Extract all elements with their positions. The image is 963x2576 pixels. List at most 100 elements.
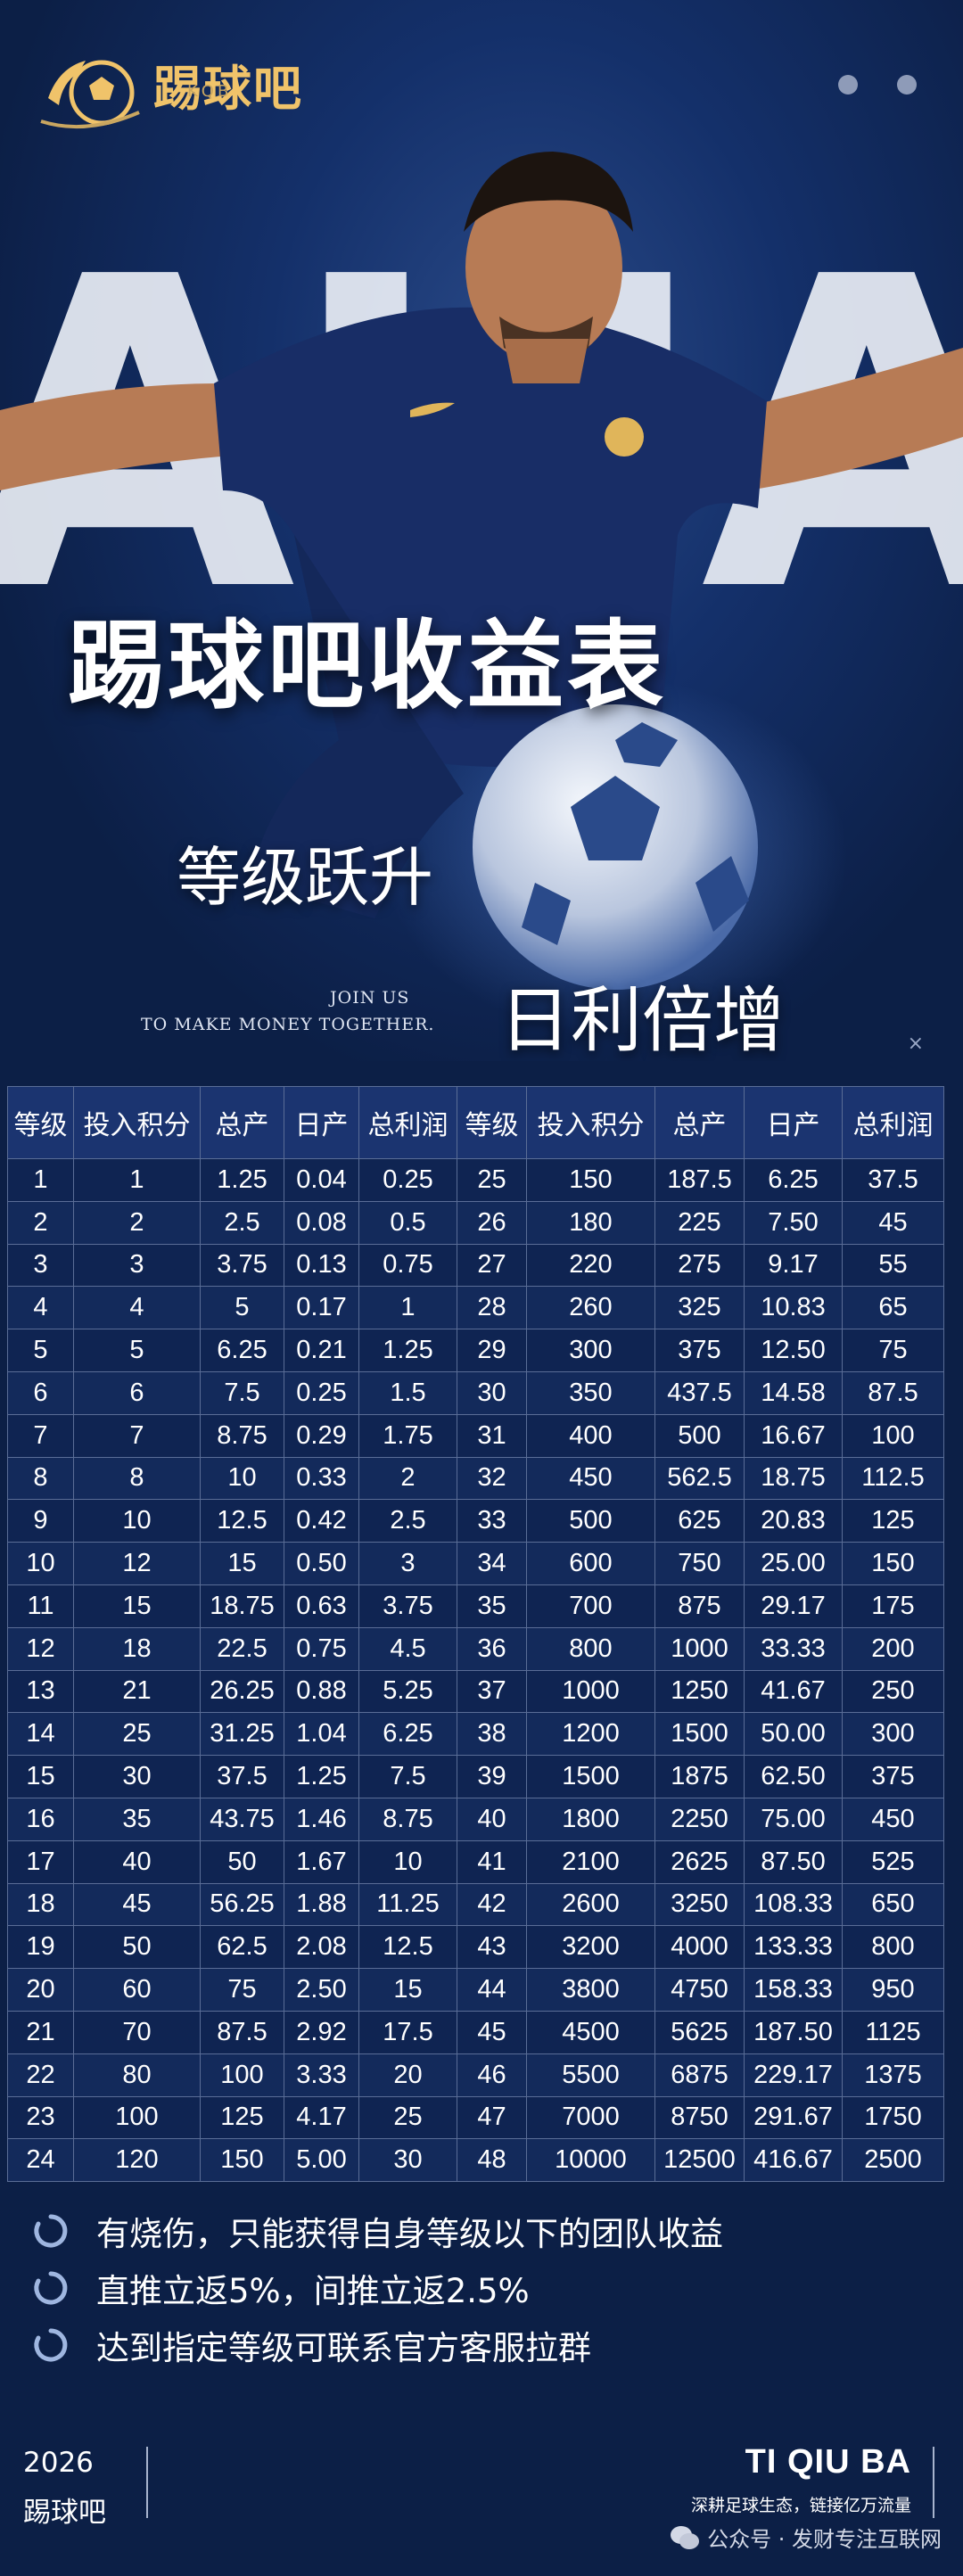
cell-daily-output: 7.50 xyxy=(744,1200,843,1245)
list-item: 有烧伤，只能获得自身等级以下的团队收益 xyxy=(32,2202,723,2259)
make-money-text: TO MAKE MONEY TOGETHER. xyxy=(141,1015,435,1034)
footer-title: TI QIU BA xyxy=(745,2443,911,2481)
cell-invested-points: 15 xyxy=(73,1584,201,1628)
cell-level: 43 xyxy=(457,1925,527,1970)
cell-total-profit: 30 xyxy=(358,2138,457,2183)
cell-total-profit: 25 xyxy=(358,2095,457,2140)
cell-invested-points: 500 xyxy=(526,1499,655,1543)
cell-total-profit: 300 xyxy=(842,1712,944,1757)
subtitle-daily-profit: 日利倍增 xyxy=(499,979,785,1061)
cell-total-output: 1000 xyxy=(654,1626,745,1671)
header-invested-points: 投入积分 xyxy=(526,1086,655,1159)
cell-invested-points: 100 xyxy=(73,2095,201,2140)
header-level: 等级 xyxy=(457,1086,527,1159)
cell-daily-output: 29.17 xyxy=(744,1584,843,1628)
cell-level: 16 xyxy=(7,1797,74,1841)
cell-daily-output: 6.25 xyxy=(744,1158,843,1202)
cell-level: 33 xyxy=(457,1499,527,1543)
cell-invested-points: 8 xyxy=(73,1456,201,1501)
cell-daily-output: 0.63 xyxy=(284,1584,359,1628)
cell-daily-output: 9.17 xyxy=(744,1243,843,1288)
cell-invested-points: 1000 xyxy=(526,1669,655,1714)
list-item: 直推立返5%，间推立返2.5% xyxy=(32,2259,723,2317)
cell-total-output: 6.25 xyxy=(200,1329,284,1372)
table-row: 5 5 6.25 0.21 1.25 29 300 375 12.50 75 xyxy=(7,1329,944,1372)
cell-total-profit: 3 xyxy=(358,1542,457,1585)
table-row: 9 10 12.5 0.42 2.5 33 500 625 20.83 125 xyxy=(7,1499,944,1543)
cell-daily-output: 4.17 xyxy=(284,2095,359,2140)
close-icon: × xyxy=(907,1033,924,1055)
cell-invested-points: 600 xyxy=(526,1542,655,1585)
cell-invested-points: 1500 xyxy=(526,1755,655,1798)
cell-total-profit: 175 xyxy=(842,1584,944,1628)
cell-invested-points: 1200 xyxy=(526,1712,655,1757)
watermark: 公众号 · 发财专注互联网 xyxy=(670,2522,942,2553)
table-row: 13 21 26.25 0.88 5.25 37 1000 1250 41.67 250 xyxy=(7,1669,944,1714)
cell-daily-output: 0.04 xyxy=(284,1158,359,1202)
cell-level: 15 xyxy=(7,1755,74,1798)
cell-invested-points: 21 xyxy=(73,1669,201,1714)
cell-daily-output: 0.21 xyxy=(284,1329,359,1372)
join-us-text: JOIN US xyxy=(330,988,410,1008)
cell-invested-points: 30 xyxy=(73,1755,201,1798)
cell-total-output: 56.25 xyxy=(200,1882,284,1927)
cell-total-profit: 950 xyxy=(842,1968,944,2012)
note-text: 直推立返5%，间推立返2.5% xyxy=(96,2272,530,2310)
cell-total-output: 26.25 xyxy=(200,1669,284,1714)
cell-total-profit: 75 xyxy=(842,1329,944,1372)
cell-level: 36 xyxy=(457,1626,527,1671)
subtitle-level-up: 等级跃升 xyxy=(177,840,434,915)
cell-invested-points: 10 xyxy=(73,1499,201,1543)
wechat-icon xyxy=(671,2525,700,2549)
cell-level: 42 xyxy=(457,1882,527,1927)
cell-invested-points: 40 xyxy=(73,1839,201,1884)
cell-total-profit: 1 xyxy=(358,1286,457,1330)
cell-total-output: 625 xyxy=(654,1499,745,1543)
cell-total-output: 5 xyxy=(200,1286,284,1330)
cell-total-profit: 525 xyxy=(842,1839,944,1884)
cell-level: 46 xyxy=(457,2053,527,2097)
cell-daily-output: 41.67 xyxy=(744,1669,843,1714)
cell-level: 4 xyxy=(7,1286,74,1330)
cell-level: 2 xyxy=(7,1200,74,1245)
header-invested-points: 投入积分 xyxy=(73,1086,201,1159)
cell-daily-output: 16.67 xyxy=(744,1413,843,1458)
soccer-player-illustration xyxy=(0,152,963,1034)
cell-total-profit: 1125 xyxy=(842,2010,944,2054)
footer-brand: 踢球吧 xyxy=(23,2497,106,2529)
cell-total-profit: 200 xyxy=(842,1626,944,1671)
cell-total-profit: 20 xyxy=(358,2053,457,2097)
indicator-dot xyxy=(838,75,858,95)
cell-total-profit: 37.5 xyxy=(842,1158,944,1202)
earnings-table: 等级 投入积分 总产 日产 总利润 等级 投入积分 总产 日产 总利润 1 1 1.… xyxy=(7,1086,944,2183)
cell-total-output: 2625 xyxy=(654,1839,745,1884)
cell-total-profit: 87.5 xyxy=(842,1370,944,1415)
cell-invested-points: 2600 xyxy=(526,1882,655,1927)
cell-total-profit: 2.5 xyxy=(358,1499,457,1543)
cell-level: 28 xyxy=(457,1286,527,1330)
cell-total-profit: 55 xyxy=(842,1243,944,1288)
table-row: 19 50 62.5 2.08 12.5 43 3200 4000 133.33 800 xyxy=(7,1925,944,1970)
note-text: 达到指定等级可联系官方客服拉群 xyxy=(96,2329,591,2367)
cell-daily-output: 50.00 xyxy=(744,1712,843,1757)
cell-total-output: 187.5 xyxy=(654,1158,745,1202)
cell-invested-points: 400 xyxy=(526,1413,655,1458)
table-row: 14 25 31.25 1.04 6.25 38 1200 1500 50.00 300 xyxy=(7,1712,944,1757)
cell-total-output: 8.75 xyxy=(200,1413,284,1458)
cell-total-output: 22.5 xyxy=(200,1626,284,1671)
cell-level: 3 xyxy=(7,1243,74,1288)
cell-daily-output: 0.88 xyxy=(284,1669,359,1714)
table-row: 7 7 8.75 0.29 1.75 31 400 500 16.67 100 xyxy=(7,1413,944,1458)
cell-level: 39 xyxy=(457,1755,527,1798)
cell-total-profit: 125 xyxy=(842,1499,944,1543)
cell-level: 34 xyxy=(457,1542,527,1585)
cell-total-output: 2250 xyxy=(654,1797,745,1841)
cell-level: 44 xyxy=(457,1968,527,2012)
header-total-output: 总产 xyxy=(200,1086,284,1159)
cell-total-profit: 250 xyxy=(842,1669,944,1714)
cell-total-profit: 15 xyxy=(358,1968,457,2012)
table-row: 10 12 15 0.50 3 34 600 750 25.00 150 xyxy=(7,1542,944,1585)
cell-invested-points: 450 xyxy=(526,1456,655,1501)
cell-invested-points: 18 xyxy=(73,1626,201,1671)
cell-total-output: 5625 xyxy=(654,2010,745,2054)
